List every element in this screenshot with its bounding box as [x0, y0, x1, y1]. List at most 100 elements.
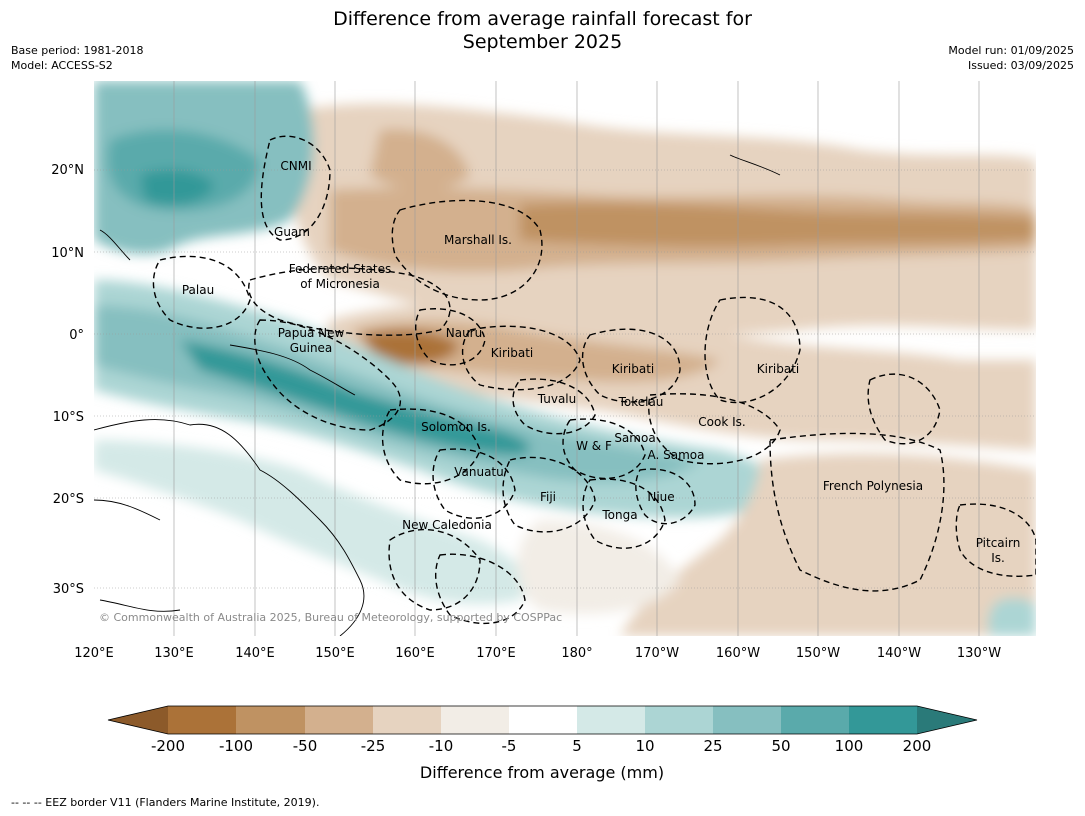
south-dry-patch — [517, 520, 680, 614]
colorbar-swatch — [305, 706, 373, 734]
colorbar-label: 25 — [703, 737, 722, 755]
wet-core-northwest — [140, 169, 215, 205]
place-label-pitcairn-line1: Pitcairn — [976, 536, 1021, 550]
lat-label: 0° — [69, 328, 84, 343]
model-run: Model run: 01/09/2025 — [948, 44, 1074, 57]
colorbar-swatch — [645, 706, 713, 734]
colorbar-outline — [107, 705, 978, 735]
place-labels: CNMI Guam Marshall Is. Federated States … — [182, 159, 1020, 565]
lat-label: 10°N — [51, 246, 84, 261]
eez-border-note: -- -- -- EEZ border V11 (Flanders Marine… — [11, 796, 320, 809]
colorbar-label: 10 — [635, 737, 654, 755]
colorbar-label: -5 — [502, 737, 517, 755]
spcz-wet-moderate — [94, 305, 700, 482]
lon-label: 160°W — [716, 646, 760, 661]
lat-label: 20°N — [51, 163, 84, 178]
copyright-notice: © Commonwealth of Australia 2025, Bureau… — [99, 611, 562, 624]
colorbar-swatch — [849, 706, 917, 734]
colorbar-swatch — [236, 706, 305, 734]
equatorial-dry-strong — [360, 329, 460, 365]
place-label-cook-islands: Cook Is. — [698, 415, 745, 429]
place-label-new-caledonia: New Caledonia — [402, 518, 492, 532]
colorbar-title: Difference from average (mm) — [420, 763, 664, 782]
colorbar-swatch — [373, 706, 441, 734]
lon-label: 150°E — [315, 646, 355, 661]
southeast-dry-light — [620, 453, 1036, 636]
eez-borders — [152, 135, 1036, 625]
lon-label: 140°W — [877, 646, 921, 661]
colorbar-label: -25 — [361, 737, 386, 755]
colorbar-swatches — [108, 706, 977, 734]
place-label-micronesia-line2: of Micronesia — [300, 277, 380, 291]
rainfall-map: 20°N 10°N 0° 10°S 20°S 30°S 120°E 130°E … — [51, 81, 1036, 661]
lon-label: 170°W — [635, 646, 679, 661]
equatorial-dry-moderate — [350, 320, 720, 382]
place-label-png-line2: Guinea — [290, 341, 333, 355]
place-label-tonga: Tonga — [601, 508, 637, 522]
lon-label: 130°W — [957, 646, 1001, 661]
colorbar-swatch — [713, 706, 781, 734]
dry-zone-strong — [520, 202, 1036, 247]
lat-label: 10°S — [53, 410, 84, 425]
place-label-pitcairn-line2: Is. — [991, 551, 1005, 565]
latitude-labels: 20°N 10°N 0° 10°S 20°S 30°S — [51, 163, 84, 597]
lon-label: 120°E — [74, 646, 114, 661]
colorbar-label: -50 — [293, 737, 318, 755]
colorbar-swatch — [509, 706, 577, 734]
colorbar-label: -200 — [151, 737, 185, 755]
meta-left: Base period: 1981-2018 Model: ACCESS-S2 — [11, 43, 143, 73]
place-label-wallis-futuna: W & F — [576, 439, 612, 453]
issued-date: Issued: 03/09/2025 — [967, 59, 1074, 72]
place-label-cnmi: CNMI — [280, 159, 311, 173]
colorbar-swatch-low-extend — [108, 706, 168, 734]
place-label-guam: Guam — [274, 225, 310, 239]
map-title-line2: September 2025 — [462, 31, 623, 53]
place-label-nauru: Nauru — [446, 326, 482, 340]
place-label-samoa: Samoa — [614, 431, 655, 445]
colorbar-label: 50 — [771, 737, 790, 755]
base-period: Base period: 1981-2018 — [11, 44, 144, 57]
map-field — [94, 81, 1036, 636]
colorbar-label: 100 — [835, 737, 864, 755]
meta-right: Model run: 01/09/2025 Issued: 03/09/2025 — [948, 43, 1074, 73]
place-label-micronesia-line1: Federated States — [289, 262, 391, 276]
colorbar-swatch — [781, 706, 849, 734]
colorbar-label: -100 — [219, 737, 253, 755]
place-label-marshall-islands: Marshall Is. — [444, 233, 512, 247]
place-label-solomon-islands: Solomon Is. — [421, 420, 491, 434]
place-label-tokelau: Tokelau — [618, 395, 664, 409]
lon-label: 140°E — [235, 646, 275, 661]
map-title-line1: Difference from average rainfall forecas… — [333, 8, 752, 30]
lon-label: 150°W — [796, 646, 840, 661]
southeast-wet-patch — [988, 598, 1036, 636]
place-label-fiji: Fiji — [540, 490, 556, 504]
lon-label: 180° — [561, 646, 592, 661]
colorbar-label: 5 — [572, 737, 582, 755]
map-title: Difference from average rainfall forecas… — [0, 8, 1085, 54]
model-name: Model: ACCESS-S2 — [11, 59, 113, 72]
graticule — [94, 81, 1036, 636]
colorbar-swatch — [441, 706, 509, 734]
lon-label: 170°E — [476, 646, 516, 661]
place-label-tuvalu: Tuvalu — [537, 392, 577, 406]
colorbar-swatch — [577, 706, 645, 734]
place-label-kiribati-west: Kiribati — [491, 346, 533, 360]
lon-label: 130°E — [154, 646, 194, 661]
colorbar-swatch-high-extend — [917, 706, 977, 734]
lon-label: 160°E — [395, 646, 435, 661]
place-label-vanuatu: Vanuatu — [454, 465, 504, 479]
place-label-palau: Palau — [182, 283, 214, 297]
dry-patch-north — [370, 129, 470, 190]
place-label-french-polynesia: French Polynesia — [823, 479, 923, 493]
spcz-wet-core — [180, 340, 531, 455]
colorbar-labels: -200 -100 -50 -25 -10 -5 5 10 25 50 100 … — [151, 737, 931, 755]
southwest-wet-light — [94, 440, 528, 604]
colorbar-label: -10 — [429, 737, 454, 755]
coastlines — [94, 154, 781, 636]
place-label-png-line1: Papua New — [278, 326, 345, 340]
place-label-american-samoa: A. Samoa — [648, 448, 705, 462]
colorbar-label: 200 — [903, 737, 932, 755]
place-label-kiribati-east: Kiribati — [757, 362, 799, 376]
colorbar-swatch — [168, 706, 236, 734]
place-label-niue: Niue — [647, 490, 674, 504]
